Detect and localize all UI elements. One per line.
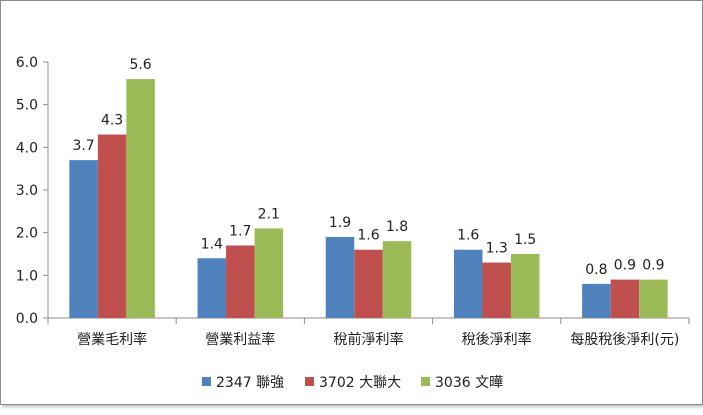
data-label: 1.5 — [514, 232, 536, 248]
y-tick-label: 5.0 — [16, 98, 38, 114]
x-tick-label: 稅後淨利率 — [462, 331, 532, 348]
bar — [69, 160, 98, 318]
legend-label: 2347 聯強 — [216, 375, 284, 391]
legend-label: 3036 文曄 — [435, 375, 503, 391]
data-label: 1.6 — [457, 228, 479, 244]
bar — [97, 134, 127, 318]
data-label: 0.9 — [614, 258, 636, 274]
data-label: 4.3 — [101, 113, 123, 129]
bar — [582, 283, 611, 318]
data-label: 1.3 — [486, 241, 508, 257]
x-tick-label: 每股稅後淨利(元) — [570, 332, 679, 348]
data-label: 3.7 — [72, 138, 94, 154]
bar — [610, 279, 640, 318]
data-label: 1.8 — [386, 219, 408, 235]
bar-chart: 0.0 1.0 2.0 3.0 4.0 5.0 6.0 營業毛利率 營業利益率 稅前淨利率 稅後淨利… — [16, 55, 690, 391]
data-label: 0.9 — [642, 258, 664, 274]
legend-swatch — [305, 377, 314, 386]
legend-label: 3702 大聯大 — [319, 375, 401, 391]
data-label: 1.7 — [229, 223, 251, 239]
y-tick-label: 4.0 — [16, 140, 38, 156]
y-tick-label: 1.0 — [16, 268, 38, 284]
bar — [226, 245, 255, 318]
data-label: 1.4 — [201, 236, 223, 252]
bar — [197, 258, 227, 318]
y-tick-label: 0.0 — [16, 311, 38, 327]
bar — [382, 241, 412, 318]
data-label: 1.6 — [357, 228, 379, 244]
legend-swatch — [202, 377, 211, 386]
x-tick-label: 稅前淨利率 — [334, 331, 404, 348]
bar — [453, 249, 483, 318]
chart-frame: 0.0 1.0 2.0 3.0 4.0 5.0 6.0 營業毛利率 營業利益率 稅前淨利率 稅後淨利… — [0, 0, 703, 405]
bar — [639, 279, 668, 318]
data-label: 5.6 — [129, 57, 151, 73]
bar — [354, 249, 383, 318]
data-label: 1.9 — [329, 215, 351, 231]
bar — [325, 236, 355, 318]
data-label: 0.8 — [585, 262, 607, 278]
y-tick-label: 3.0 — [16, 183, 38, 199]
y-tick-label: 2.0 — [16, 226, 38, 242]
legend-swatch — [421, 377, 430, 386]
data-label: 2.1 — [258, 206, 280, 222]
bar — [510, 254, 540, 318]
chart-legend: 2347 聯強 3702 大聯大 3036 文曄 — [202, 375, 503, 391]
y-tick-label: 6.0 — [16, 55, 38, 71]
chart-bars — [69, 79, 668, 318]
chart-axes: 0.0 1.0 2.0 3.0 4.0 5.0 6.0 營業毛利率 營業利益率 稅前淨利率 稅後淨利… — [16, 55, 690, 348]
chart-data-labels: 3.7 1.4 1.9 1.6 0.8 4.3 1.7 1.6 1.3 0.9 5.6 2.1 1.8 1… — [72, 57, 664, 278]
bar — [126, 79, 155, 318]
bar — [254, 228, 284, 318]
bar — [482, 262, 511, 318]
x-tick-label: 營業利益率 — [205, 331, 275, 348]
x-tick-label: 營業毛利率 — [77, 331, 147, 348]
